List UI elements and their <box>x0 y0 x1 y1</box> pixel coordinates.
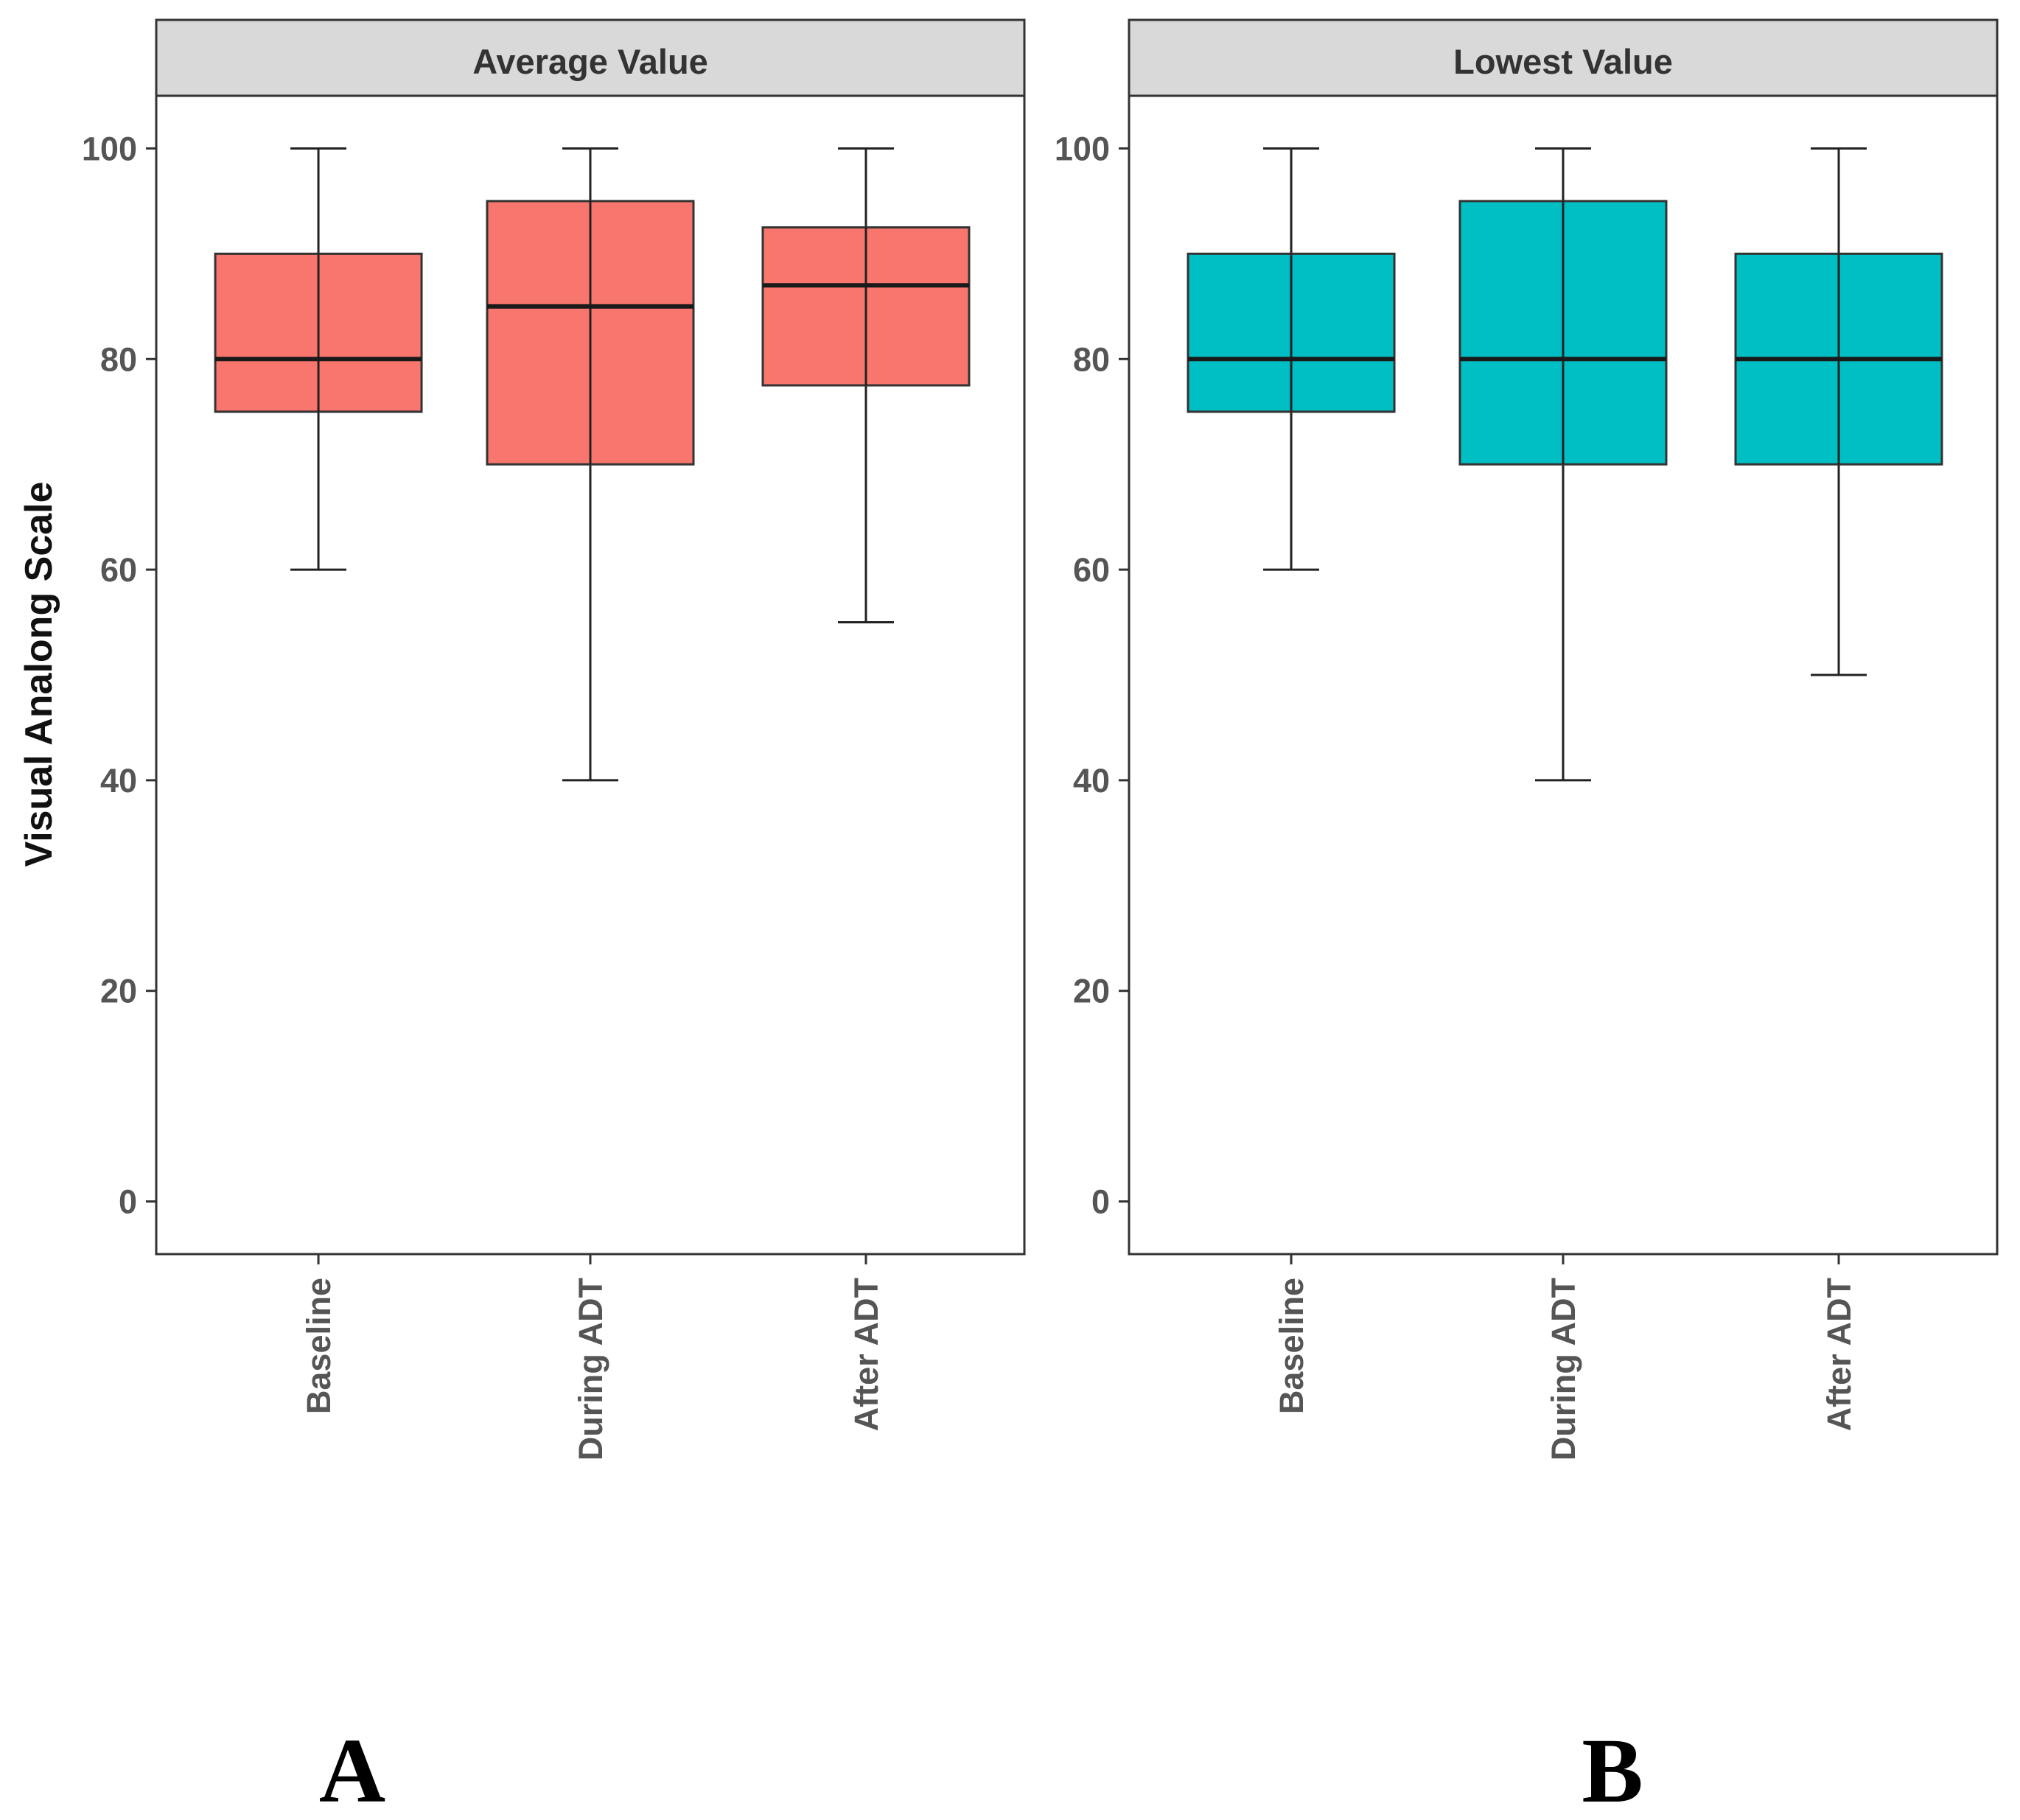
y-tick-label: 20 <box>100 973 137 1010</box>
panel-label: B <box>1582 1721 1643 1820</box>
y-tick-label: 60 <box>100 551 137 589</box>
y-axis-title: Visual Analong Scale <box>18 481 60 867</box>
panel-average-value: Average Value 0 20 40 60 80 100 Baseline Durin… <box>82 18 1026 1820</box>
strip-background <box>155 18 1026 97</box>
panel-lowest-value: Lowest Value 0 20 40 60 80 100 Baseline During… <box>1055 18 1999 1820</box>
y-tick-label: 60 <box>1073 551 1110 589</box>
y-axis: 0 20 40 60 80 100 <box>1055 130 1129 1221</box>
x-tick-label-baseline: Baseline <box>300 1278 338 1414</box>
panel-title: Lowest Value <box>1453 42 1673 81</box>
y-tick-label: 0 <box>1091 1183 1110 1221</box>
x-tick-label-after-adt: After ADT <box>848 1278 885 1431</box>
y-tick-label: 0 <box>119 1183 137 1221</box>
box-marks <box>1187 147 1943 782</box>
panel-title: Average Value <box>472 42 708 81</box>
y-axis: 0 20 40 60 80 100 <box>82 130 156 1221</box>
x-tick-label-baseline: Baseline <box>1273 1278 1310 1414</box>
y-tick-label: 40 <box>100 762 137 799</box>
y-tick-label: 80 <box>100 340 137 378</box>
x-tick-label-during-adt: During ADT <box>572 1278 609 1460</box>
y-tick-label: 20 <box>1073 973 1110 1010</box>
x-axis: Baseline During ADT After ADT <box>1273 1254 1858 1460</box>
strip-background <box>1128 18 1999 97</box>
box-marks <box>214 147 971 782</box>
y-tick-label: 100 <box>82 130 137 167</box>
y-tick-label: 40 <box>1073 762 1110 799</box>
panel-label: A <box>319 1721 385 1820</box>
y-tick-label: 80 <box>1073 340 1110 378</box>
x-axis: Baseline During ADT After ADT <box>300 1254 885 1460</box>
y-tick-label: 100 <box>1055 130 1110 167</box>
x-tick-label-after-adt: After ADT <box>1820 1278 1858 1431</box>
x-tick-label-during-adt: During ADT <box>1545 1278 1582 1460</box>
